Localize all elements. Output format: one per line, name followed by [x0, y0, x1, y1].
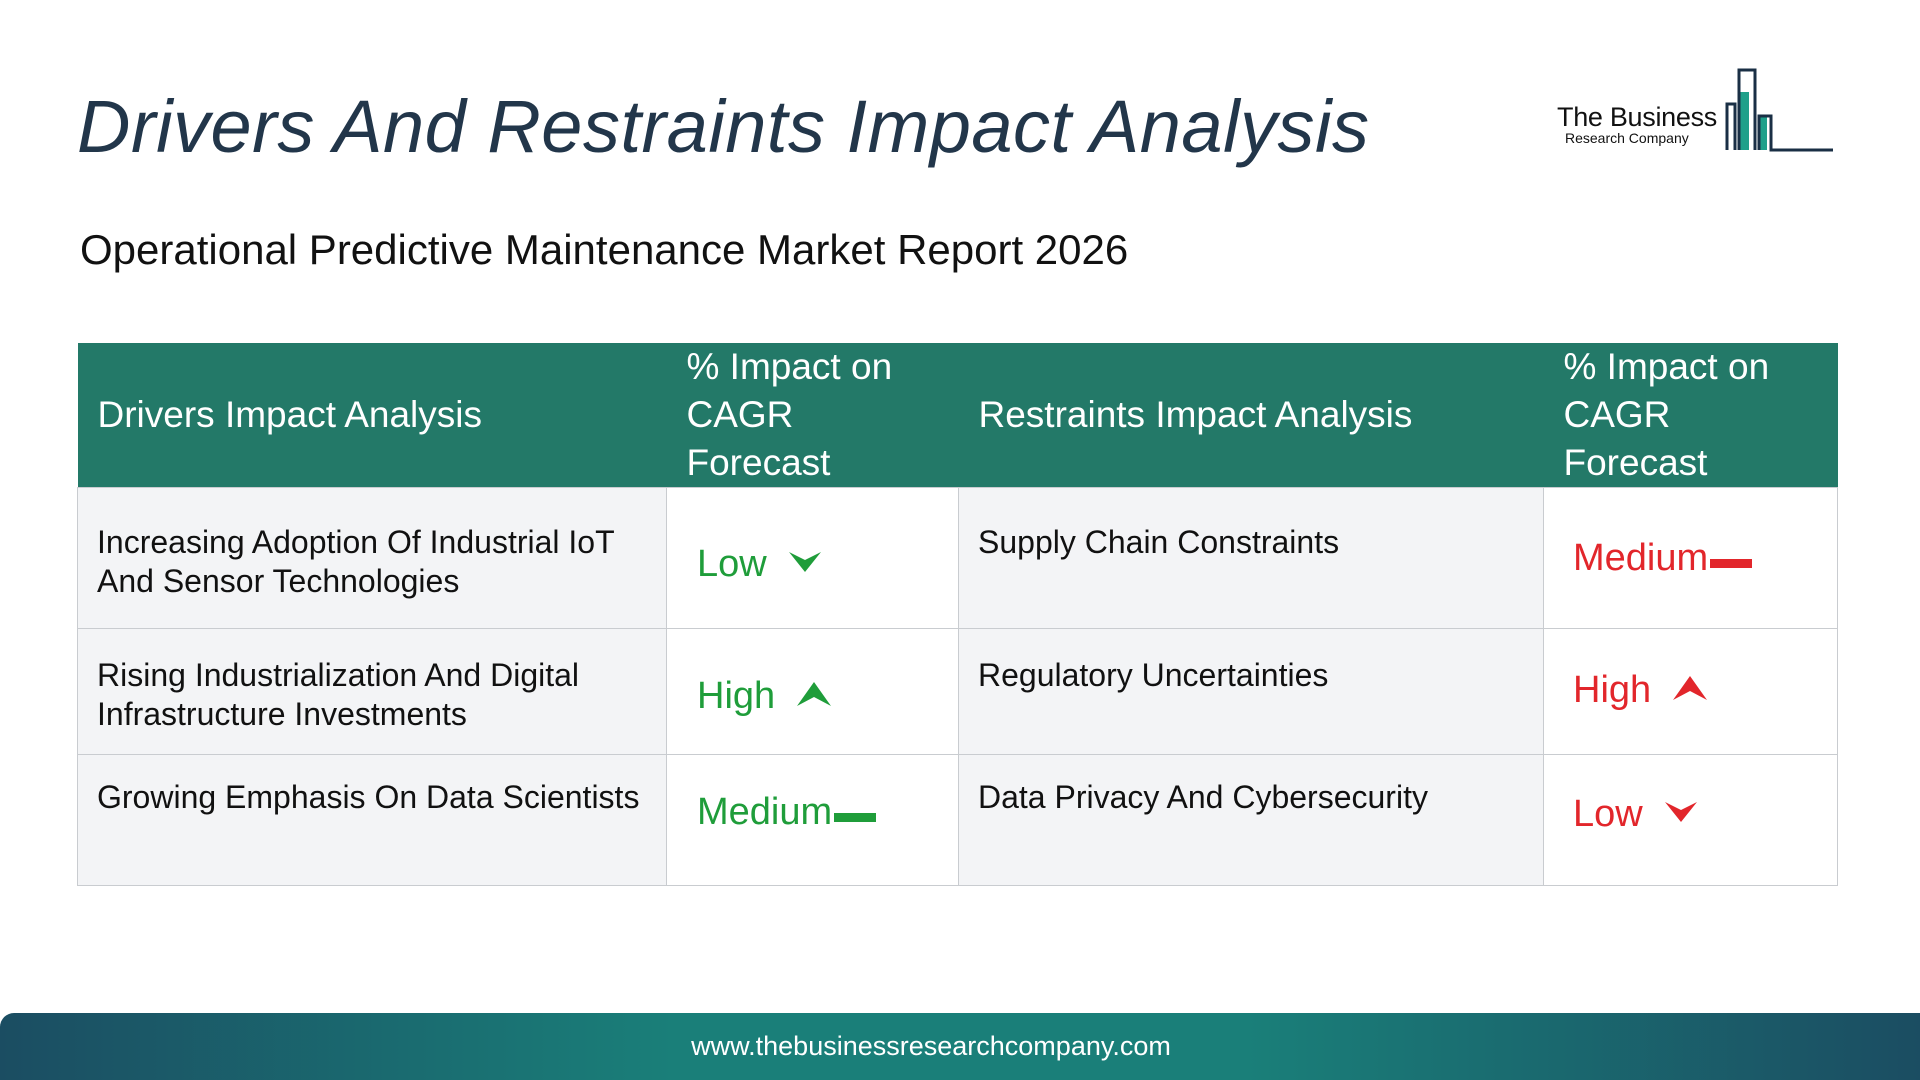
table-header-row: Drivers Impact Analysis % Impact on CAGR…: [77, 343, 1838, 488]
driver-cell: Increasing Adoption Of Industrial IoT An…: [77, 487, 667, 629]
driver-impact-label: High: [697, 675, 776, 717]
header-restraints: Restraints Impact Analysis: [958, 343, 1544, 488]
header-drivers-impact: % Impact on CAGR Forecast: [666, 343, 959, 488]
header-drivers: Drivers Impact Analysis: [77, 343, 667, 488]
restraint-impact-cell: High: [1543, 628, 1838, 755]
driver-cell: Rising Industrialization And Digital Inf…: [77, 628, 667, 755]
restraint-impact-cell: Medium: [1543, 487, 1838, 629]
impact-table: Drivers Impact Analysis % Impact on CAGR…: [77, 343, 1838, 886]
driver-impact-cell: High: [666, 628, 959, 755]
dash-icon: [1710, 537, 1753, 580]
driver-impact-cell: Low: [666, 487, 959, 629]
restraint-cell: Data Privacy And Cybersecurity: [958, 754, 1544, 886]
driver-text: Increasing Adoption Of Industrial IoT An…: [97, 524, 615, 599]
restraint-impact-label: Low: [1573, 793, 1643, 835]
restraint-impact-cell: Low: [1543, 754, 1838, 886]
logo-line2: Research Company: [1565, 130, 1689, 146]
logo-line1: The Business: [1557, 102, 1717, 132]
arrow-up-icon: [1673, 669, 1708, 712]
driver-impact-cell: Medium: [666, 754, 959, 886]
restraint-text: Regulatory Uncertainties: [978, 657, 1329, 693]
footer-url[interactable]: www.thebusinessresearchcompany.com: [691, 1031, 1171, 1061]
table-row: Growing Emphasis On Data Scientists Medi…: [77, 754, 1838, 886]
restraint-cell: Supply Chain Constraints: [958, 487, 1544, 629]
arrow-down-icon: [788, 543, 821, 586]
table-row: Rising Industrialization And Digital Inf…: [77, 628, 1838, 755]
driver-text: Rising Industrialization And Digital Inf…: [97, 657, 580, 732]
logo-buildings-icon: [1725, 68, 1833, 152]
restraint-cell: Regulatory Uncertainties: [958, 628, 1544, 755]
company-logo: The Business Research Company: [1555, 66, 1835, 156]
restraint-impact-label: High: [1573, 669, 1652, 711]
table-row: Increasing Adoption Of Industrial IoT An…: [77, 487, 1838, 629]
restraint-text: Supply Chain Constraints: [978, 524, 1340, 560]
driver-impact-label: Low: [697, 543, 767, 585]
header-restraints-impact: % Impact on CAGR Forecast: [1543, 343, 1838, 488]
arrow-down-icon: [1664, 793, 1697, 836]
page-title: Drivers And Restraints Impact Analysis: [77, 85, 1370, 168]
arrow-up-icon: [797, 675, 832, 718]
driver-impact-label: Medium: [697, 791, 833, 833]
restraint-impact-label: Medium: [1573, 537, 1709, 579]
driver-text: Growing Emphasis On Data Scientists: [97, 779, 640, 815]
dash-icon: [834, 791, 877, 834]
driver-cell: Growing Emphasis On Data Scientists: [77, 754, 667, 886]
footer-bar: www.thebusinessresearchcompany.com: [0, 1013, 1920, 1080]
restraint-text: Data Privacy And Cybersecurity: [978, 779, 1428, 815]
report-subtitle: Operational Predictive Maintenance Marke…: [80, 226, 1129, 273]
